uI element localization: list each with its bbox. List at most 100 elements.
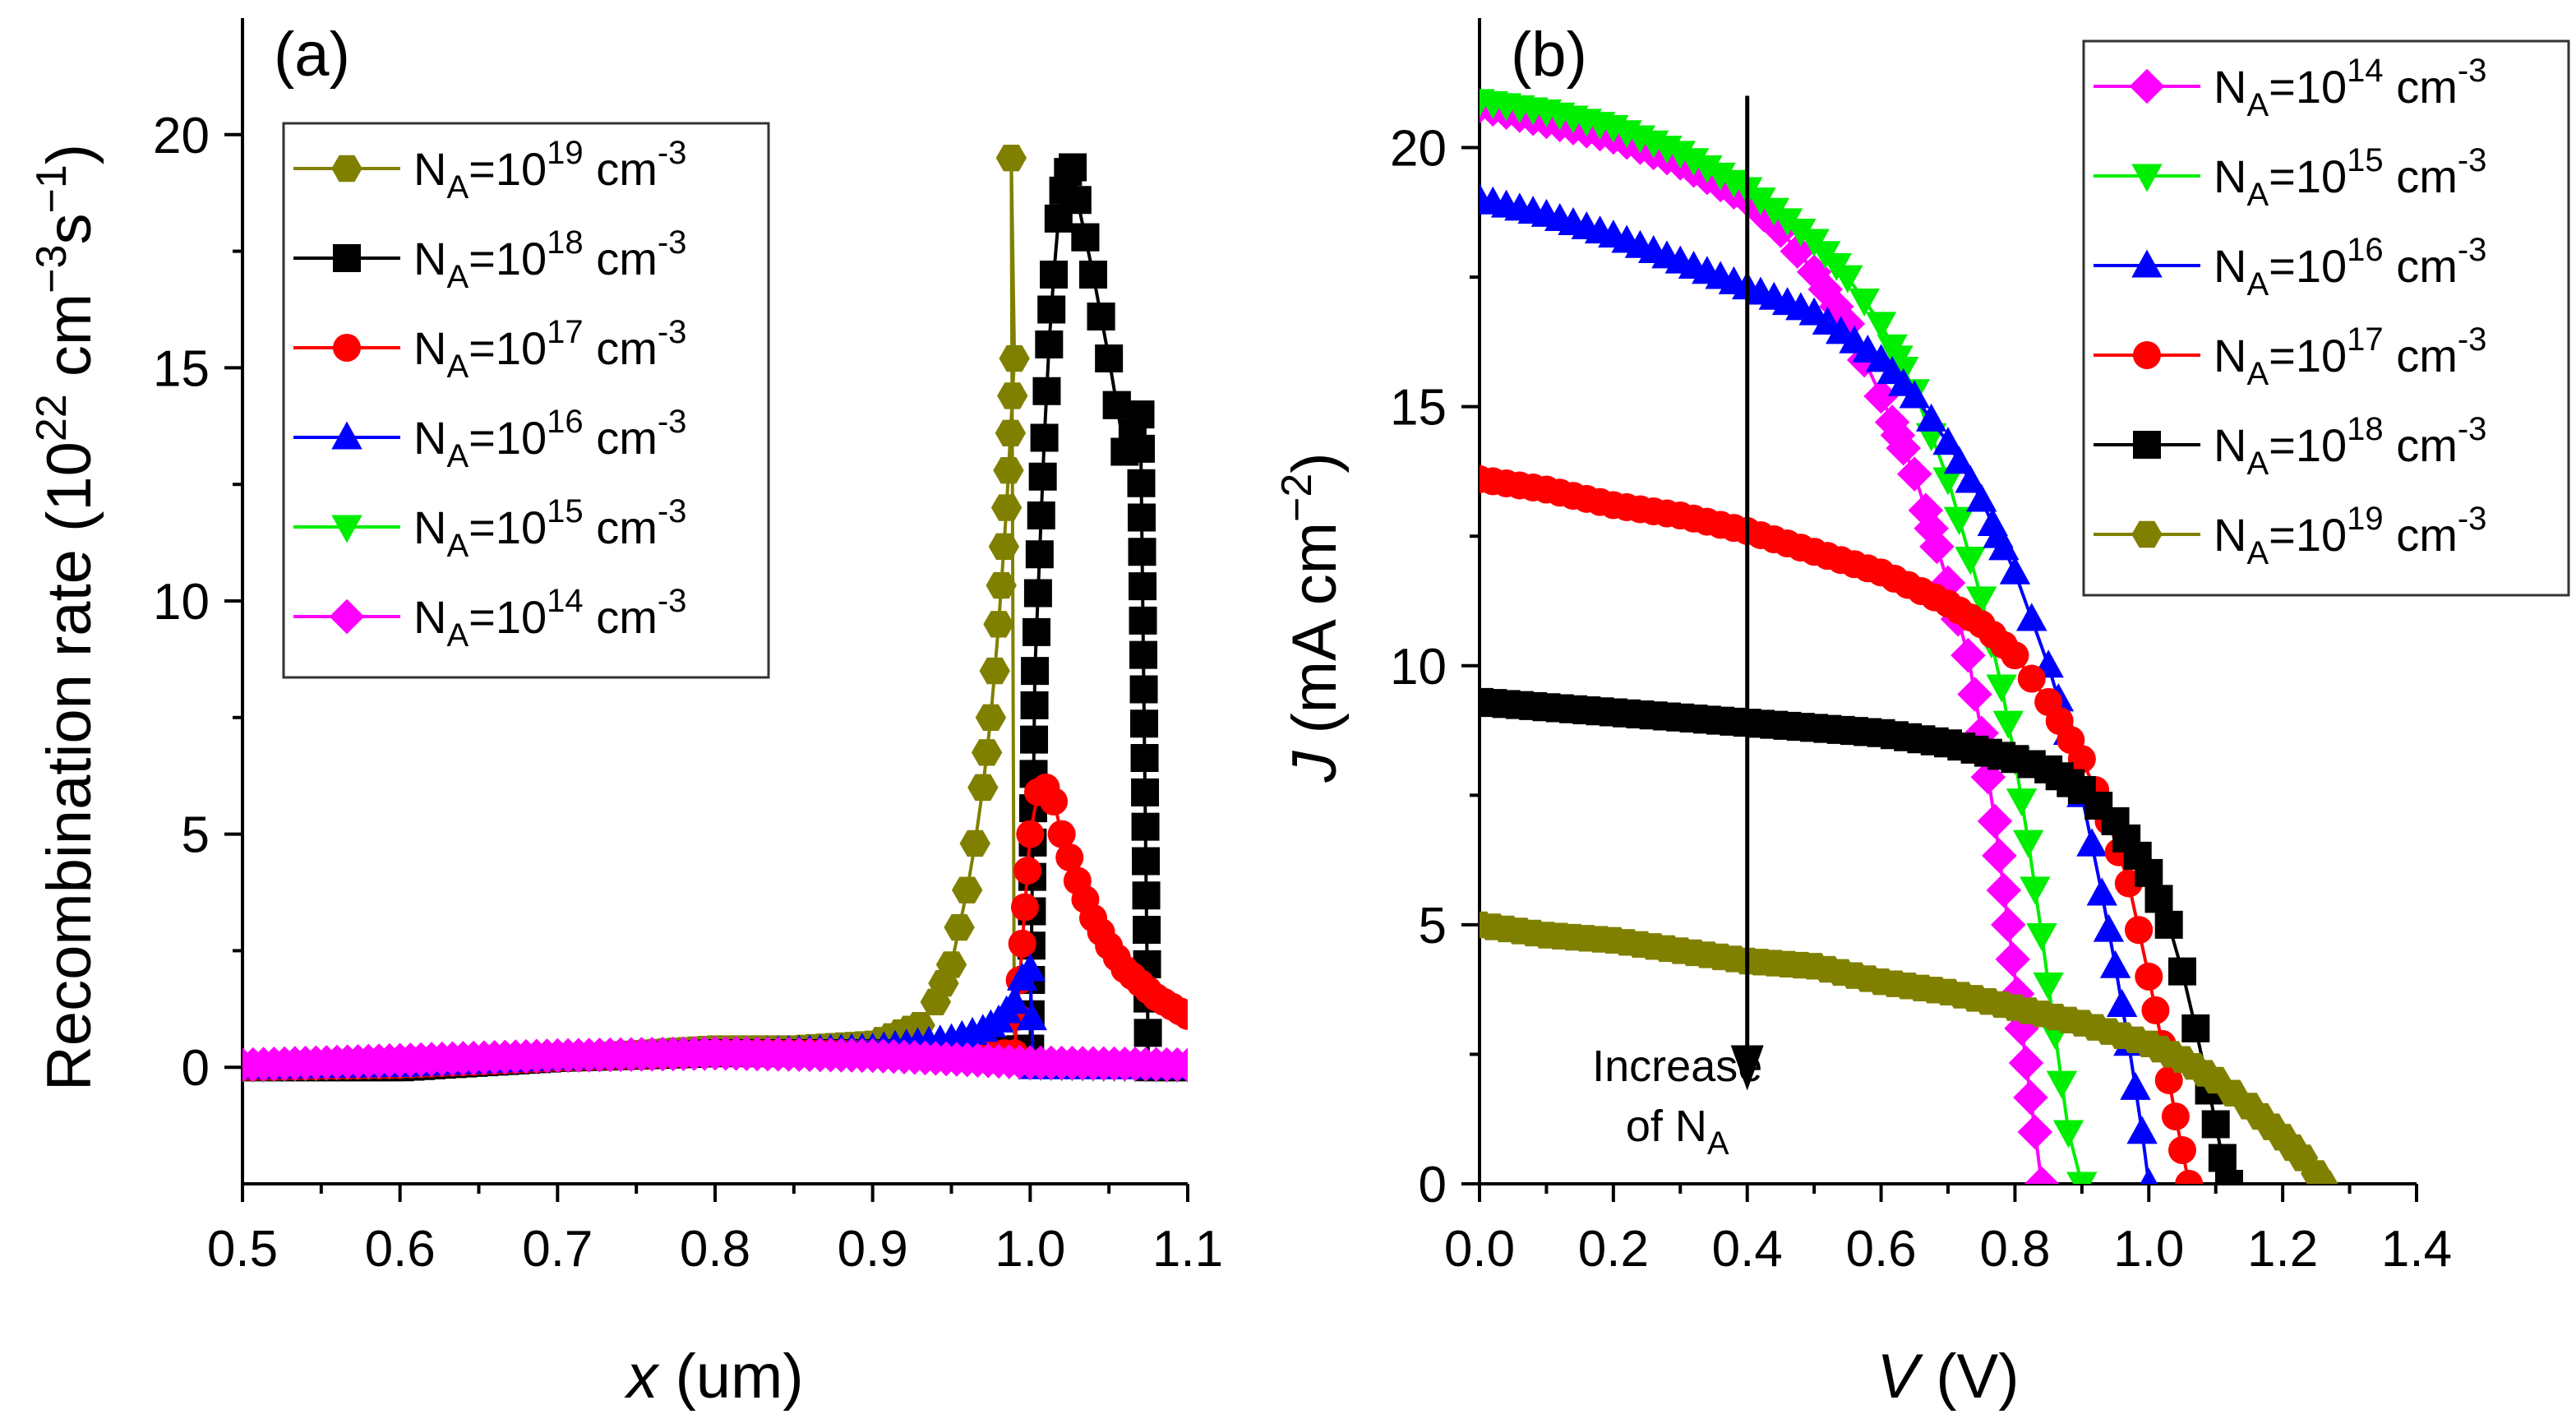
data-point: [2013, 830, 2044, 858]
data-point: [1718, 169, 1750, 198]
data-point: [1943, 506, 1975, 535]
data-point: [1966, 586, 1997, 615]
series-NA-1e18: [1480, 687, 2243, 1184]
data-point: [967, 774, 999, 802]
annotation-text: of NA: [1626, 1102, 1729, 1162]
data-point: [1095, 344, 1124, 373]
data-point: [2126, 1116, 2158, 1144]
data-point: [1170, 1047, 1188, 1083]
x-tick-label: 1.4: [2381, 1221, 2452, 1278]
data-point: [1040, 260, 1069, 289]
data-point: [2168, 1136, 2196, 1165]
y-axis-title: Recombination rate (1022 cm−3s−1): [28, 144, 104, 1091]
data-point: [1010, 893, 1039, 922]
x-tick-label: 1.1: [1152, 1221, 1223, 1278]
data-point: [975, 704, 1007, 731]
data-point: [1908, 492, 1944, 528]
data-point: [999, 344, 1030, 372]
data-point: [1016, 1002, 1047, 1031]
x-tick-label: 0.8: [680, 1221, 750, 1278]
data-point: [951, 876, 983, 903]
data-point: [2026, 923, 2057, 952]
data-point: [1132, 881, 1161, 910]
legend-item: NA=1017 cm-3: [293, 314, 686, 385]
data-point: [1832, 265, 1863, 293]
data-point: [1785, 218, 1817, 247]
data-point: [1027, 501, 1055, 530]
series-NA-1e14: [242, 1035, 1188, 1083]
data-point: [2168, 957, 2196, 986]
legend-item: NA=1018 cm-3: [2094, 411, 2486, 482]
legend-item: NA=1014 cm-3: [2094, 53, 2486, 123]
panel-a: 0.5 0.6 0.7 0.8 0.9 1.0 1.1 0 5 10 15 20 x (um) Recom…: [28, 18, 1223, 1412]
data-point: [1127, 434, 1156, 463]
x-tick-label: 0.6: [1845, 1221, 1916, 1278]
data-point: [1957, 677, 1992, 712]
data-point: [2154, 910, 2183, 939]
legend-item: NA=1016 cm-3: [293, 404, 686, 474]
series-NA-1e16: [1480, 183, 2158, 1184]
data-point: [1943, 446, 1975, 474]
data-point: [1126, 400, 1155, 429]
data-point: [1021, 657, 1050, 686]
data-point: [1040, 787, 1069, 816]
data-point: [1129, 675, 1158, 704]
data-point: [1865, 312, 1897, 340]
annotation-text: Increase: [1592, 1042, 1762, 1091]
y-tick-label: 5: [1419, 898, 1447, 954]
y-tick-label: 20: [1390, 121, 1447, 178]
data-point: [2033, 972, 2064, 1001]
legend-marker: [331, 515, 362, 543]
legend-label: NA=1014 cm-3: [413, 583, 686, 654]
legend-marker: [2129, 68, 2165, 104]
legend-marker: [329, 598, 365, 635]
legend-label: NA=1018 cm-3: [2214, 411, 2486, 482]
data-point: [1059, 153, 1087, 182]
data-point: [959, 830, 990, 857]
y-tick-label: 5: [182, 807, 210, 864]
data-point: [2013, 1079, 2048, 1116]
legend-marker: [2131, 164, 2163, 192]
legend-item: NA=1016 cm-3: [2094, 232, 2486, 303]
legend-marker: [331, 155, 362, 183]
data-point: [1023, 617, 1050, 646]
data-point: [1977, 803, 2013, 839]
data-point: [2181, 1014, 2210, 1042]
data-point: [1087, 303, 1115, 331]
data-point: [2017, 1114, 2053, 1150]
data-point: [935, 951, 967, 978]
panel-b: 0.0 0.2 0.4 0.6 0.8 1.0 1.2 1.4 0 5 10 15 20 V (V) J (…: [1273, 18, 2570, 1412]
data-point: [2086, 877, 2117, 906]
legend-label: NA=1019 cm-3: [2214, 501, 2486, 571]
data-point: [2001, 641, 2029, 670]
data-point: [2135, 858, 2163, 887]
x-tick-label: 0.4: [1712, 1221, 1783, 1278]
data-point: [1079, 260, 1107, 289]
data-point: [1063, 186, 1092, 215]
data-point: [1983, 520, 2014, 548]
data-point: [1131, 812, 1160, 841]
series-NA-1e19: [1480, 911, 2338, 1184]
data-point: [1991, 907, 2026, 943]
data-point: [1955, 464, 1986, 493]
data-point: [2140, 1167, 2158, 1184]
data-point: [1013, 857, 1042, 885]
data-point: [979, 657, 1010, 685]
data-point: [2067, 745, 2096, 774]
legend-label: NA=1018 cm-3: [413, 224, 686, 295]
legend-item: NA=1015 cm-3: [293, 493, 686, 564]
data-point: [988, 533, 1020, 561]
x-axis-title: V (V): [1877, 1342, 2019, 1412]
data-point: [1130, 744, 1159, 773]
legend: NA=1014 cm-3 NA=1015 cm-3 NA=1016 cm-3 NA=1…: [2082, 39, 2570, 597]
legend-label: NA=1015 cm-3: [413, 493, 686, 564]
y-tick-label: 0: [1419, 1157, 1447, 1213]
legend-marker: [2131, 249, 2163, 278]
data-point: [1932, 467, 1964, 496]
data-point: [2201, 1110, 2230, 1139]
data-point: [2017, 664, 2046, 693]
data-point: [995, 144, 1027, 172]
legend-item: NA=1017 cm-3: [2094, 321, 2486, 392]
data-point: [2161, 1102, 2190, 1131]
